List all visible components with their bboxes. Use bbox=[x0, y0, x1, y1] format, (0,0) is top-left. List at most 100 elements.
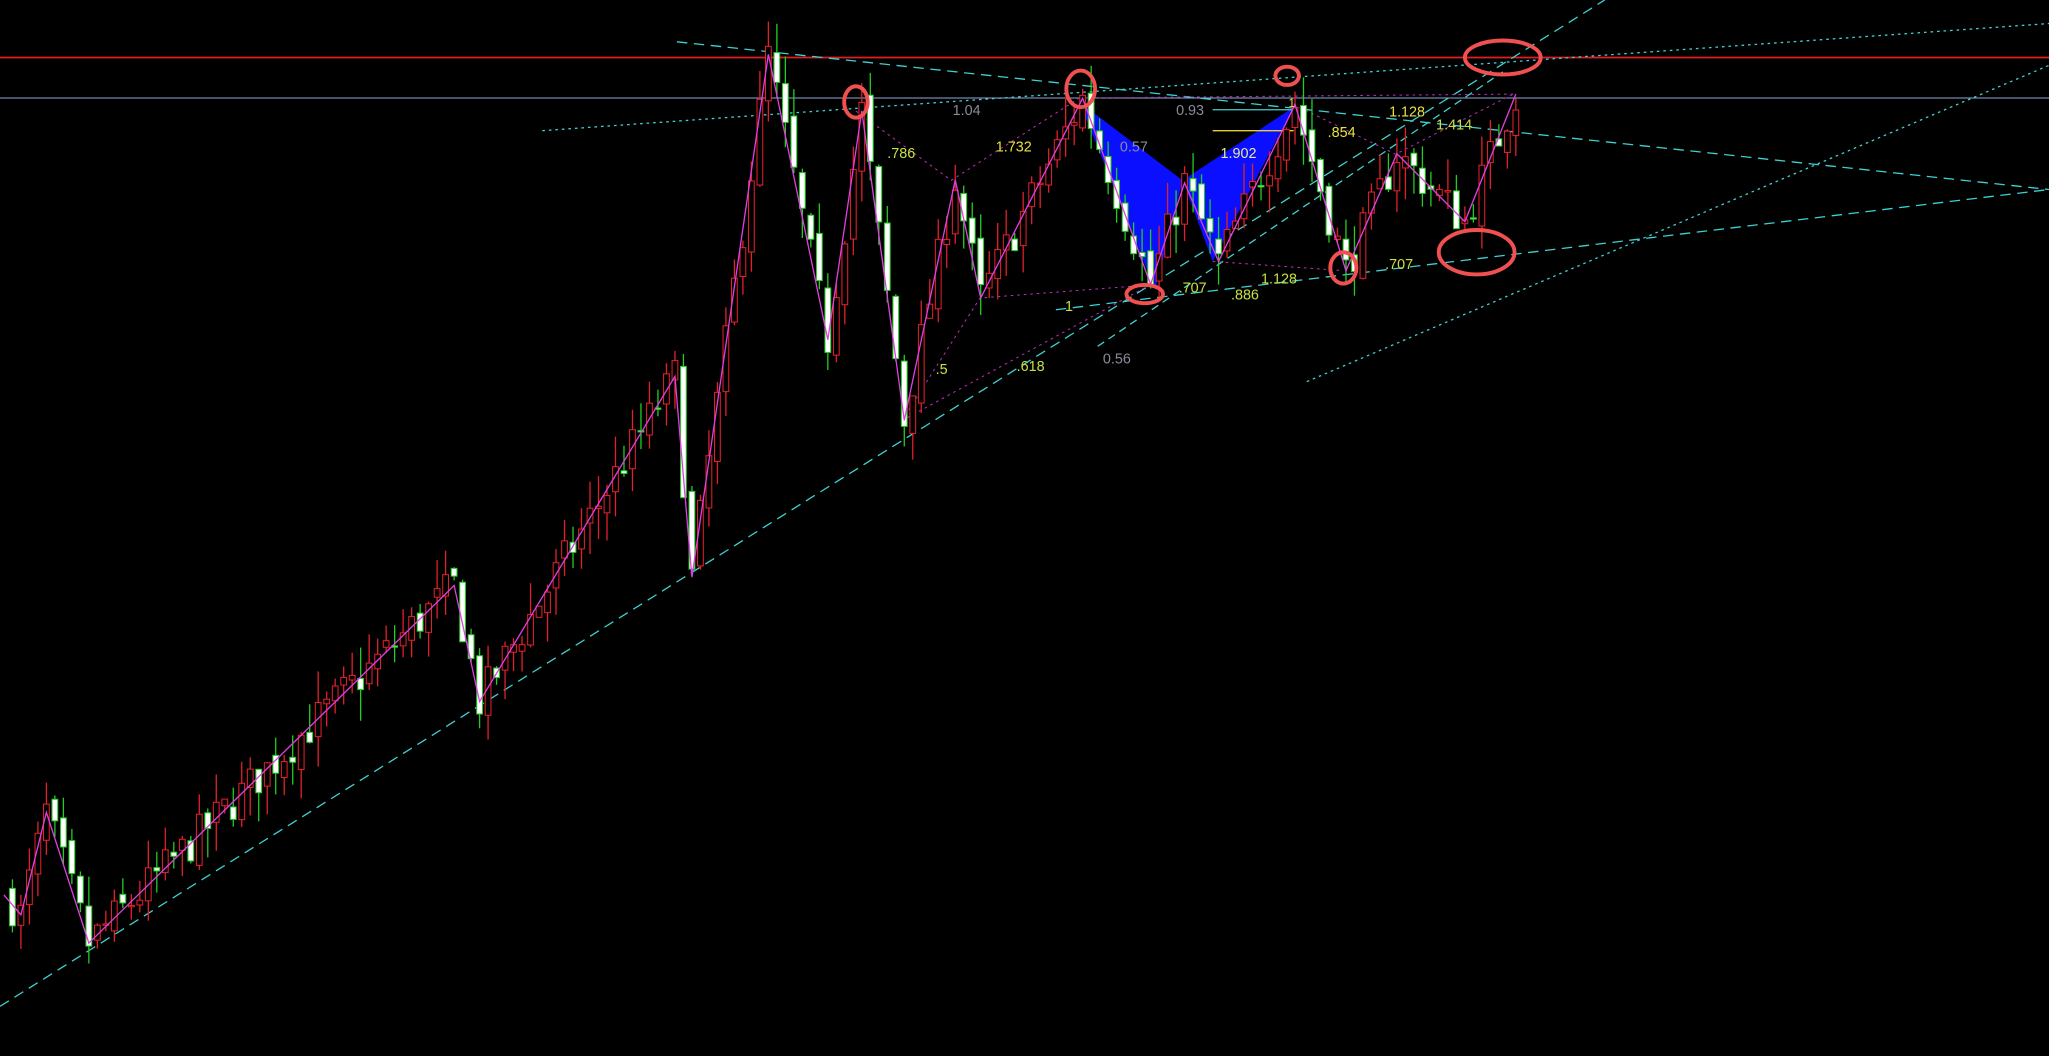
candle bbox=[1478, 164, 1486, 227]
candle bbox=[535, 605, 543, 618]
candle bbox=[127, 904, 135, 908]
highlight-circle[interactable] bbox=[1273, 64, 1301, 87]
descending-trendline[interactable] bbox=[676, 41, 2049, 191]
candle bbox=[1113, 179, 1121, 209]
candle bbox=[476, 655, 483, 715]
candle bbox=[85, 905, 93, 947]
candle bbox=[416, 612, 424, 632]
candle bbox=[26, 869, 33, 906]
candle bbox=[1181, 173, 1188, 225]
candle bbox=[297, 734, 305, 771]
candle bbox=[1308, 129, 1316, 163]
candle bbox=[1266, 175, 1273, 187]
ratio-label: .5 bbox=[936, 362, 948, 378]
candle bbox=[603, 494, 611, 514]
main-uptrend-line[interactable] bbox=[0, 0, 1606, 1007]
candle bbox=[68, 840, 76, 875]
candle bbox=[161, 849, 169, 874]
candle bbox=[1172, 216, 1180, 226]
highlight-circle[interactable] bbox=[1064, 68, 1098, 110]
candle bbox=[1444, 190, 1452, 193]
candle bbox=[1087, 92, 1095, 130]
candle bbox=[1512, 109, 1520, 137]
candle bbox=[883, 222, 891, 291]
candle bbox=[697, 499, 704, 567]
ratio-label: 0.57 bbox=[1120, 140, 1148, 156]
candle bbox=[790, 115, 798, 168]
lower-channel-line[interactable] bbox=[1055, 188, 2049, 311]
highlight-circle[interactable] bbox=[1124, 282, 1165, 306]
candles bbox=[9, 21, 1520, 964]
highlight-circle[interactable] bbox=[842, 84, 870, 120]
candle bbox=[875, 166, 883, 223]
candle bbox=[1053, 139, 1061, 161]
candle bbox=[365, 662, 373, 685]
candle bbox=[212, 801, 220, 823]
candle bbox=[399, 632, 407, 647]
candle bbox=[34, 832, 42, 875]
candle bbox=[900, 360, 908, 427]
candle bbox=[569, 541, 577, 553]
candle bbox=[1410, 152, 1418, 167]
candle bbox=[1393, 162, 1401, 192]
ratio-label: .618 bbox=[1017, 359, 1045, 375]
pattern-guides bbox=[855, 93, 1514, 422]
ratio-label: 0.93 bbox=[1176, 103, 1204, 119]
ratio-label: 1.414 bbox=[1436, 117, 1472, 133]
candle bbox=[688, 490, 696, 570]
candle bbox=[1452, 190, 1460, 230]
highlight-circle[interactable] bbox=[1436, 228, 1517, 277]
ratio-label: 1 bbox=[1288, 97, 1295, 110]
candle bbox=[195, 813, 203, 866]
candle bbox=[968, 217, 976, 244]
candle bbox=[1215, 238, 1222, 255]
candle bbox=[348, 674, 356, 681]
candle bbox=[1291, 106, 1299, 129]
candle bbox=[663, 373, 670, 405]
candle bbox=[1283, 129, 1290, 161]
candle bbox=[1368, 191, 1375, 214]
candle bbox=[1385, 176, 1392, 190]
candle bbox=[170, 851, 178, 857]
highlight-circles bbox=[842, 38, 1543, 306]
candle bbox=[578, 528, 585, 550]
candle bbox=[527, 613, 534, 646]
candle bbox=[238, 782, 246, 821]
candle bbox=[824, 287, 832, 353]
candle bbox=[51, 798, 59, 822]
candle bbox=[1419, 167, 1426, 194]
candle bbox=[1189, 178, 1197, 192]
trendlines bbox=[0, 0, 2049, 1007]
candle bbox=[832, 297, 840, 356]
candle bbox=[1206, 218, 1214, 233]
candle bbox=[977, 237, 985, 286]
zigzag-line bbox=[3, 54, 1517, 945]
ratio-label: 1.128 bbox=[1261, 272, 1297, 288]
candle bbox=[1036, 182, 1044, 186]
candle bbox=[340, 676, 348, 686]
candle bbox=[331, 685, 339, 702]
ratio-label: .707 bbox=[1179, 281, 1207, 297]
candle bbox=[739, 247, 747, 277]
candle bbox=[433, 588, 441, 598]
ratio-labels: 1.04 0.93 .786 1.732 0.57 1.902 .854 1.1… bbox=[887, 97, 1472, 378]
candle bbox=[1019, 211, 1027, 247]
ratio-label: 0.56 bbox=[1103, 351, 1131, 367]
candle bbox=[518, 644, 526, 652]
candle bbox=[629, 429, 636, 470]
candle bbox=[1317, 159, 1324, 193]
highlight-circle[interactable] bbox=[1462, 38, 1543, 77]
candle bbox=[917, 324, 925, 404]
ratio-label: .786 bbox=[887, 146, 915, 162]
steep-dashed-line[interactable] bbox=[1097, 71, 1504, 347]
candle bbox=[450, 567, 458, 577]
candle bbox=[731, 277, 738, 323]
candle bbox=[374, 653, 382, 670]
candle bbox=[408, 616, 416, 641]
candle bbox=[756, 98, 764, 186]
candle bbox=[229, 806, 237, 820]
candle bbox=[136, 899, 144, 906]
candle bbox=[1359, 212, 1367, 279]
highlight-circle[interactable] bbox=[1328, 250, 1359, 286]
candle bbox=[102, 923, 110, 926]
